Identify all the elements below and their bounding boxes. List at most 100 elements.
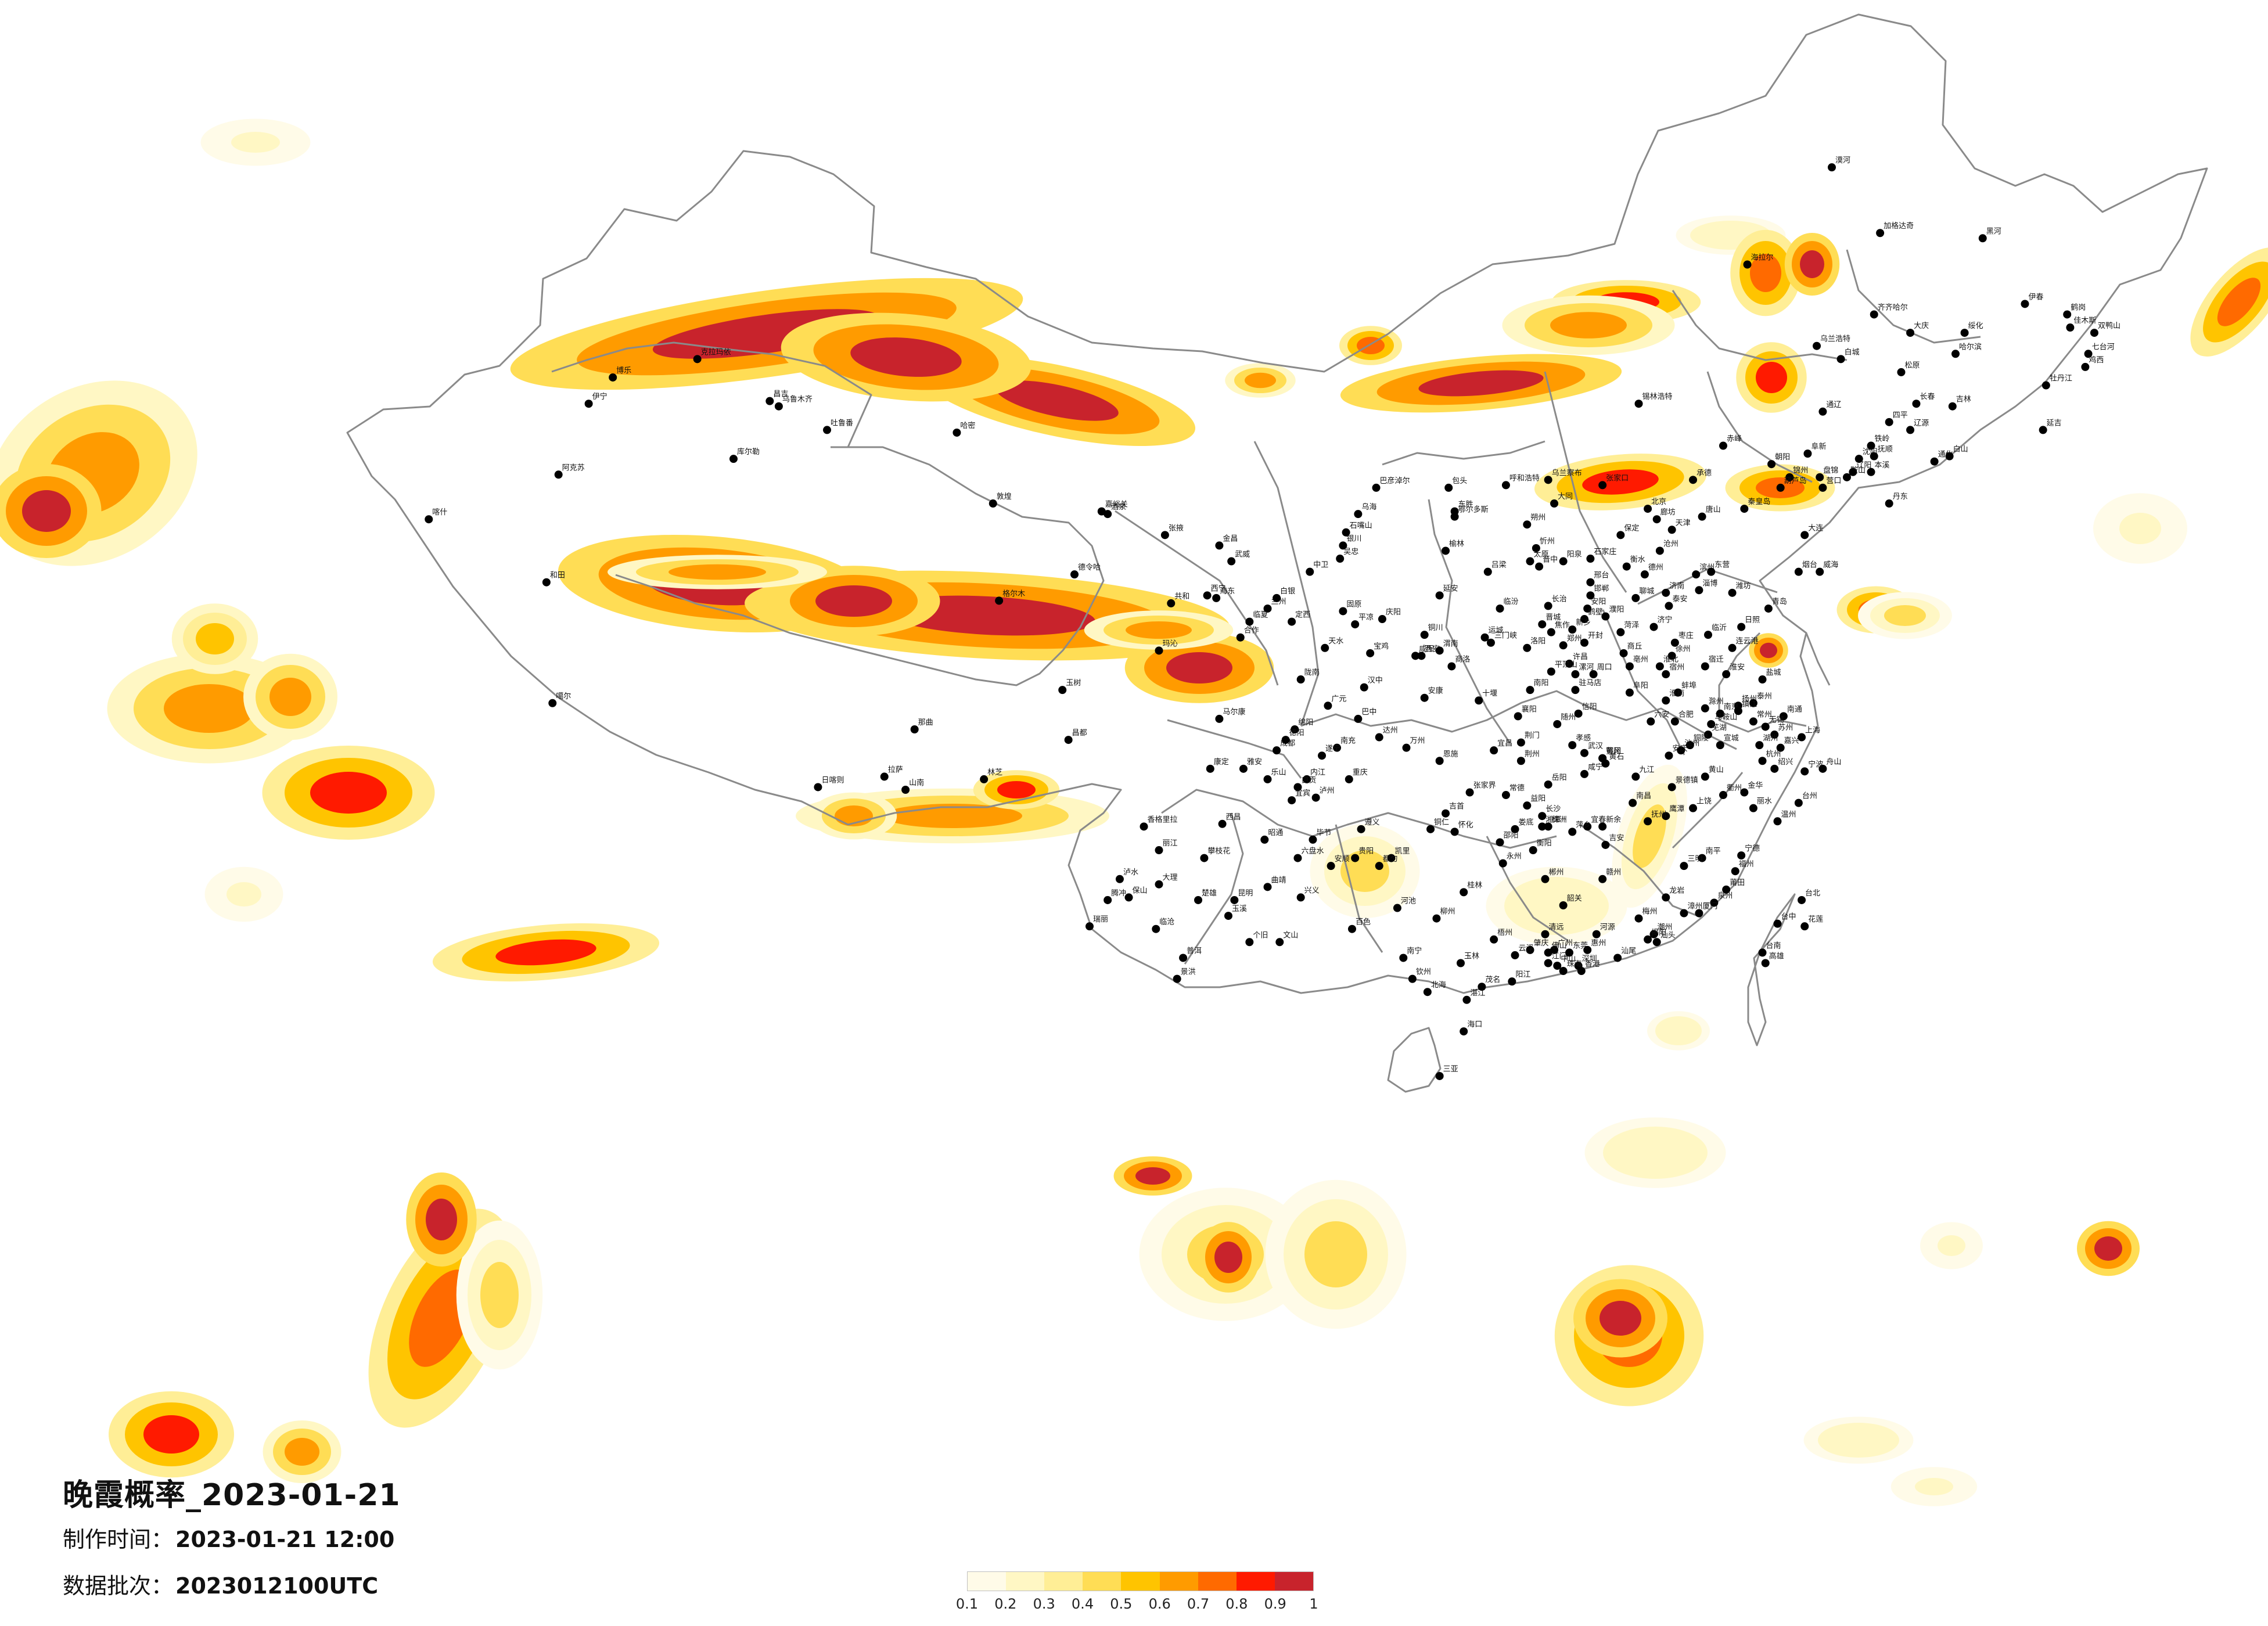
city-dot [880, 772, 889, 781]
city-marker: 通辽 [1818, 401, 1841, 416]
city-dot [1215, 541, 1224, 550]
city-marker: 平凉 [1351, 613, 1374, 629]
city-dot [1580, 615, 1588, 624]
city-dot [1559, 557, 1568, 566]
legend-swatch-2 [1006, 1572, 1045, 1591]
city-marker: 晋城 [1538, 613, 1561, 629]
city-label: 台南 [1766, 941, 1781, 950]
city-label: 银川 [1346, 534, 1361, 543]
city-dot [1655, 546, 1664, 555]
city-marker: 乌兰浩特 [1813, 334, 1850, 350]
boundary-line [1672, 290, 1848, 361]
city-dot [1514, 712, 1522, 721]
city-marker: 牡丹江 [2041, 375, 2072, 390]
city-marker: 临夏 [1245, 611, 1268, 626]
city-label: 鹤壁 [1588, 607, 1603, 617]
city-label: 北京 [1651, 498, 1666, 506]
city-dot [1571, 686, 1580, 695]
city-label: 南平 [1706, 847, 1721, 856]
city-dot [542, 578, 551, 587]
probability-cell [1304, 1221, 1367, 1287]
city-label: 铁岭 [1875, 435, 1890, 444]
city-label: 南昌 [1636, 792, 1651, 801]
city-marker: 白银 [1273, 587, 1295, 602]
city-marker: 盘锦 [1816, 466, 1838, 481]
city-dot [1761, 722, 1770, 731]
city-marker: 杭州 [1758, 750, 1781, 765]
city-marker: 遵义 [1357, 818, 1380, 833]
city-label: 青岛 [1772, 597, 1787, 606]
city-dot [1662, 812, 1670, 821]
city-dot [1288, 617, 1296, 626]
city-marker: 庆阳 [1378, 608, 1401, 624]
city-marker: 阳江 [1508, 970, 1530, 986]
city-dot [2066, 323, 2075, 332]
production-time-label: 制作时间： [63, 1527, 174, 1552]
city-marker: 山南 [901, 778, 924, 794]
city-dot [1930, 457, 1939, 466]
city-dot [1740, 505, 1749, 513]
city-dot [1677, 746, 1685, 755]
city-dot [1544, 948, 1552, 957]
city-dot [1583, 604, 1592, 613]
city-label: 舟山 [1826, 758, 1841, 767]
city-label: 武汉 [1588, 742, 1603, 751]
city-marker: 宁德 [1737, 844, 1760, 860]
city-dot [1239, 764, 1248, 773]
city-label: 济南 [1669, 581, 1684, 591]
city-dot [1885, 499, 1893, 508]
probability-cell [310, 772, 387, 814]
city-marker: 昌吉 [765, 390, 788, 405]
city-label: 汕尾 [1621, 947, 1636, 955]
city-label: 漯河 [1579, 663, 1594, 672]
city-label: 黄石 [1609, 753, 1624, 761]
city-label: 呼和浩特 [1509, 474, 1540, 483]
city-marker: 青岛 [1764, 597, 1787, 613]
city-marker: 台中 [1773, 913, 1796, 928]
city-dot [1785, 473, 1794, 481]
city-label: 漳州 [1687, 902, 1702, 911]
city-label: 漠河 [1835, 156, 1850, 165]
city-label: 莆田 [1730, 879, 1745, 887]
city-dot [1634, 400, 1643, 408]
city-label: 绍兴 [1778, 758, 1793, 767]
city-label: 阿克苏 [562, 463, 585, 472]
boundary-line [1602, 609, 1685, 756]
city-dot [1951, 350, 1960, 358]
city-label: 信阳 [1582, 703, 1597, 711]
city-label: 长沙 [1545, 805, 1561, 814]
city-dot [1728, 643, 1737, 652]
city-marker: 天津 [1667, 519, 1691, 534]
city-marker: 攀枝花 [1200, 847, 1230, 862]
city-dot [1592, 930, 1601, 938]
city-label: 松原 [1904, 361, 1920, 370]
city-label: 滁州 [1709, 697, 1724, 706]
city-marker: 敦煌 [989, 492, 1012, 508]
city-label: 承德 [1696, 469, 1712, 477]
city-label: 益阳 [1530, 794, 1545, 803]
city-label: 娄底 [1519, 818, 1534, 827]
city-marker: 营口 [1818, 477, 1841, 492]
city-dot [1849, 467, 1857, 476]
city-marker: 黄石 [1601, 753, 1624, 768]
city-label: 江门 [1552, 952, 1567, 961]
city-marker: 西昌 [1218, 813, 1241, 828]
city-dot [1674, 688, 1683, 697]
city-dot [1236, 633, 1245, 642]
city-marker: 鸡西 [2081, 355, 2104, 371]
city-label: 恩施 [1443, 750, 1458, 758]
city-dot [1707, 720, 1716, 728]
city-label: 温州 [1781, 810, 1796, 819]
city-dot [1140, 822, 1148, 831]
city-marker: 梅州 [1634, 908, 1658, 923]
city-dot [1622, 562, 1631, 571]
probability-cell [1665, 1022, 1692, 1039]
city-label: 自贡 [1301, 776, 1316, 785]
city-marker: 绍兴 [1770, 758, 1793, 773]
city-marker: 宜春 [1583, 815, 1606, 831]
probability-cell [2119, 513, 2161, 544]
city-marker: 达州 [1375, 726, 1398, 742]
color-legend: 0.1 0.2 0.3 0.4 0.5 0.6 0.7 0.8 0.9 1 [956, 1571, 1318, 1618]
city-marker: 库尔勒 [729, 447, 760, 463]
city-marker: 济宁 [1649, 616, 1673, 631]
